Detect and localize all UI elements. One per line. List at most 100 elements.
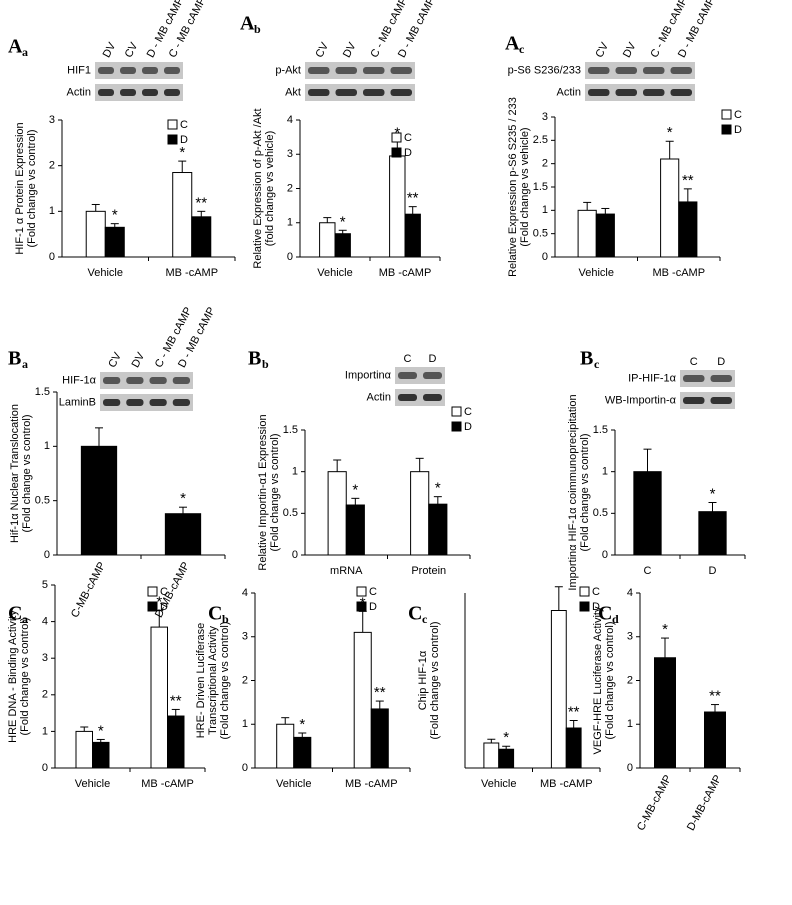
y-tick-label: 5 [42, 579, 48, 591]
y-axis-label: Hif-1α Nuclear Translocation [9, 404, 21, 543]
blot-band [164, 89, 180, 96]
panel-sub: d [612, 612, 619, 626]
lane-label: D [429, 353, 437, 365]
blot-band [142, 89, 158, 96]
blot-band [172, 399, 190, 406]
legend-label: D [404, 147, 412, 159]
y-tick-label: 1.5 [593, 424, 608, 436]
blot-strip [305, 62, 415, 79]
blot-strip [305, 84, 415, 101]
blot-band [643, 67, 665, 74]
bar [498, 748, 515, 769]
bar [483, 742, 500, 769]
y-tick-label: 2 [542, 158, 548, 170]
blot-band [390, 67, 412, 74]
x-tick-label: MB -cAMP [141, 778, 194, 790]
bar [276, 723, 295, 769]
bar [654, 657, 676, 769]
bar [704, 711, 726, 769]
blot-band [335, 67, 357, 74]
lane-label: CV [123, 40, 141, 60]
y-axis-label: (Fold change vs control) [26, 130, 38, 248]
y-tick-label: 3 [627, 631, 633, 643]
legend-swatch [147, 586, 158, 597]
bar [319, 222, 336, 258]
significance: * [435, 480, 441, 497]
legend-label: C [369, 586, 377, 598]
x-tick-label: MB -cAMP [540, 778, 593, 790]
panel-label: A [240, 13, 255, 35]
blot-band [308, 67, 330, 74]
significance: * [503, 729, 509, 746]
lane-label: CV [593, 40, 611, 60]
x-tick-label: MB -cAMP [345, 778, 398, 790]
bar [565, 727, 582, 769]
bar [191, 216, 212, 258]
legend-swatch [356, 601, 367, 612]
legend-label: D [160, 601, 168, 613]
y-axis-label: Importinα HIF-1α coimmunoprecipitation [567, 394, 579, 590]
y-tick-label: 3 [287, 148, 293, 160]
panel-label: B [8, 348, 21, 370]
y-tick-label: 1 [49, 205, 55, 217]
legend-swatch [579, 601, 590, 612]
y-tick-label: 0 [287, 251, 293, 263]
y-axis-label: (Fold change vs control) [21, 415, 33, 533]
blot-band [308, 89, 330, 96]
blot-strip [680, 392, 735, 409]
blot-strip [680, 370, 735, 387]
legend-swatch [721, 109, 732, 120]
blot-strip [585, 84, 695, 101]
y-tick-label: 1 [542, 204, 548, 216]
legend-label: D [464, 421, 472, 433]
y-tick-label: 1.5 [283, 424, 298, 436]
legend-label: C [180, 119, 188, 131]
blot-band [398, 372, 417, 379]
y-tick-label: 2 [42, 689, 48, 701]
y-tick-label: 1 [242, 718, 248, 730]
significance: * [179, 144, 185, 161]
legend-swatch [721, 124, 732, 135]
significance: * [667, 124, 673, 141]
x-tick-label: MB -cAMP [652, 267, 705, 279]
lane-label: DV [101, 40, 119, 60]
y-axis-label: Relative Expression p-S6 S235 / 233 [507, 97, 519, 277]
blot-band [615, 89, 637, 96]
legend-swatch [451, 421, 462, 432]
lane-label: CV [106, 350, 124, 370]
x-tick-label: D [709, 565, 717, 577]
legend-label: C [160, 586, 168, 598]
significance: ** [682, 172, 694, 189]
blot-band [363, 67, 385, 74]
blot-band [103, 377, 121, 384]
x-tick-label: MB -cAMP [165, 267, 218, 279]
y-tick-label: 3 [242, 631, 248, 643]
y-tick-label: 0 [49, 251, 55, 263]
bar [85, 210, 106, 258]
bar [389, 155, 406, 258]
significance: ** [568, 703, 580, 720]
significance: * [352, 481, 358, 498]
bar [172, 172, 193, 258]
panel-sub: c [422, 612, 428, 626]
blot-band [149, 377, 167, 384]
blot-band [670, 67, 692, 74]
legend-label: D [734, 124, 742, 136]
y-tick-label: 0 [292, 549, 298, 561]
y-tick-label: 1 [627, 718, 633, 730]
significance: * [710, 485, 716, 502]
y-axis-label: (Fold change vs control) [219, 622, 231, 740]
band-label: HIF-1α [62, 374, 97, 386]
band-label: IP-HIF-1α [628, 372, 677, 384]
legend-swatch [167, 119, 178, 130]
blot-strip [100, 394, 193, 411]
significance: ** [170, 692, 182, 709]
legend-swatch [391, 132, 402, 143]
lane-label: C [404, 353, 412, 365]
blot-band [398, 394, 417, 401]
x-tick-label: mRNA [330, 565, 363, 577]
bar [410, 471, 430, 556]
bar [698, 511, 727, 556]
blot-strip [100, 372, 193, 389]
significance: ** [709, 688, 721, 705]
